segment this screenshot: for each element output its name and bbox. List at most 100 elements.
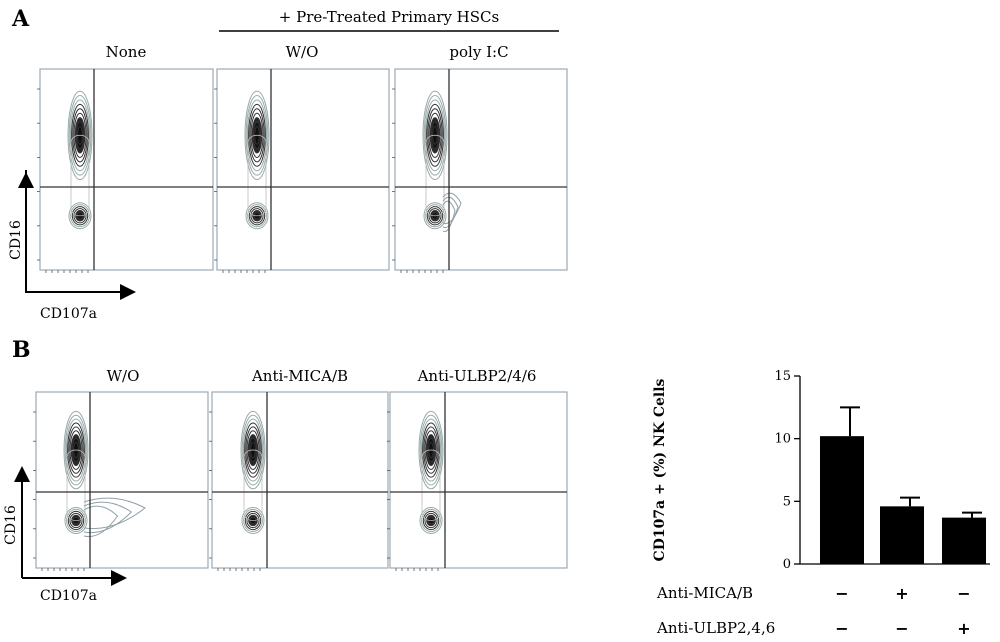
condition-sign: − <box>957 584 970 603</box>
contour-tail <box>83 501 133 534</box>
panel-b-plot-anti-mica-b-frame <box>211 391 389 569</box>
contour <box>72 108 88 163</box>
contour <box>249 108 265 163</box>
panel-a-letter: A <box>11 6 30 32</box>
contour <box>421 508 441 533</box>
condition-label: Anti-MICA/B <box>656 584 753 602</box>
bar <box>880 506 924 564</box>
panel-a-plot-none-frame <box>39 68 214 271</box>
contour <box>243 449 263 521</box>
contour <box>250 208 264 224</box>
contour <box>244 422 262 478</box>
contour <box>244 510 262 531</box>
contour <box>245 202 269 230</box>
contour-tail <box>83 497 146 530</box>
bar-chart-y-tick-label: 10 <box>774 432 791 447</box>
contour <box>250 112 264 158</box>
contour <box>422 90 448 181</box>
condition-label: Anti-ULBP2,4,6 <box>656 619 775 637</box>
panel-b-plot-wo <box>33 391 209 571</box>
contour <box>71 206 89 226</box>
condition-sign: + <box>895 584 908 603</box>
contour <box>244 90 270 181</box>
contour <box>246 512 260 529</box>
contour <box>70 134 90 217</box>
contour <box>70 204 90 228</box>
panel-a-plot-wo-frame <box>216 68 390 271</box>
contour <box>65 418 87 482</box>
contour <box>424 99 446 172</box>
contour <box>240 410 266 490</box>
contour <box>242 418 264 482</box>
panel-a-x-label: CD107a <box>40 306 97 322</box>
panel-b-plot-anti-mica-b <box>209 391 389 571</box>
contour-tail <box>442 200 456 233</box>
contour <box>419 414 443 486</box>
bar-chart: CD107a + (%) NK Cells 0 5 10 15 Anti-MICA/B −… <box>652 369 990 638</box>
panel-b-plot-anti-ulbp <box>387 391 568 571</box>
contour <box>68 202 92 230</box>
contour <box>73 112 87 158</box>
panel-a-title-3: poly I:C <box>449 43 508 61</box>
contour <box>241 506 265 534</box>
contour <box>246 99 268 172</box>
panel-a-header: + Pre-Treated Primary HSCs <box>279 8 499 26</box>
contour <box>428 208 442 224</box>
contour <box>248 206 266 226</box>
panel-a-plot-none <box>37 68 214 273</box>
contour <box>67 422 85 478</box>
panel-b-plot-wo-frame <box>35 391 209 569</box>
bar <box>942 517 986 564</box>
contour <box>423 95 447 176</box>
contour <box>426 206 444 226</box>
contour <box>424 430 438 470</box>
condition-sign: − <box>835 584 848 603</box>
contour <box>243 508 263 533</box>
contour <box>419 506 443 534</box>
contour <box>66 449 86 521</box>
contour <box>245 95 269 176</box>
contour <box>68 426 84 474</box>
panel-b-title-2: Anti-MICA/B <box>251 367 348 385</box>
contour <box>67 510 85 531</box>
condition-sign: + <box>957 619 970 638</box>
contour <box>245 426 261 474</box>
contour <box>426 103 444 167</box>
contour <box>425 134 445 217</box>
contour <box>69 99 91 172</box>
contour-tail <box>83 505 119 538</box>
contour-tail <box>442 192 462 225</box>
contour <box>421 449 441 521</box>
contour <box>248 103 266 167</box>
panel-b-title-3: Anti-ULBP2/4/6 <box>417 367 537 385</box>
panel-b-plot-anti-ulbp-frame <box>389 391 568 569</box>
contour <box>63 410 89 490</box>
contour <box>247 134 267 217</box>
panel-a-plot-polyic <box>392 68 568 273</box>
panel-b-letter: B <box>12 337 31 363</box>
bar-chart-y-label: CD107a + (%) NK Cells <box>652 378 668 561</box>
bar-chart-y-tick-label: 0 <box>783 557 791 572</box>
contour <box>418 410 444 490</box>
panel-a-title-1: None <box>106 43 147 61</box>
contour <box>68 95 92 176</box>
contour <box>423 426 439 474</box>
contour <box>71 103 89 167</box>
contour <box>425 204 445 228</box>
bar <box>820 436 864 564</box>
contour <box>241 414 265 486</box>
contour <box>64 506 88 534</box>
bar-chart-y-tick-label: 15 <box>774 369 791 384</box>
contour <box>428 112 442 158</box>
panel-a-flow-plots <box>37 68 568 273</box>
panel-b-title-1: W/O <box>107 367 140 385</box>
bar-chart-y-tick-label: 5 <box>783 494 791 509</box>
contour <box>246 430 260 470</box>
panel-b-x-label: CD107a <box>40 588 97 604</box>
panel-b-flow-plots <box>33 391 568 571</box>
contour <box>73 208 87 224</box>
contour <box>67 90 93 181</box>
contour <box>64 414 88 486</box>
contour <box>66 508 86 533</box>
